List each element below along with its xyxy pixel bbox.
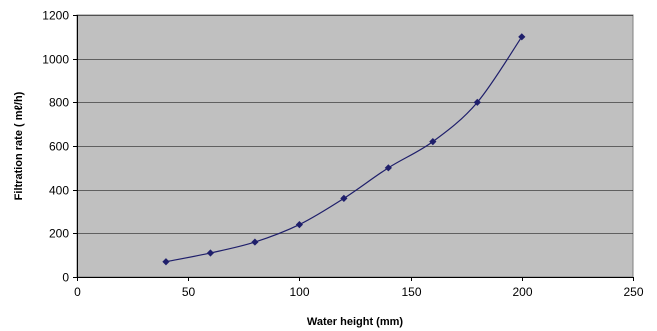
data-point-marker-1 [206,249,215,257]
data-point-marker-6 [429,138,437,146]
x-tick-label: 250 [623,285,643,299]
grid-lines [77,15,633,278]
data-markers [162,33,526,266]
y-tick-label: 1200 [42,9,69,23]
y-tick-label: 200 [49,227,69,241]
data-point-marker-5 [384,164,392,172]
x-axis-ticks: 0 50 100 150 200 250 [74,277,644,299]
y-tick-label: 600 [49,140,69,154]
data-point-marker-8 [518,33,526,41]
x-tick-label: 100 [289,285,309,299]
plot-area [76,14,634,278]
y-tick-label: 800 [49,96,69,110]
data-point-marker-7 [473,98,481,106]
y-axis-title: Filtration rate ( mℓ/h) [13,91,25,200]
data-point-marker-4 [340,194,348,202]
x-axis-title: Water height (mm) [307,316,403,328]
data-point-marker-2 [251,238,259,246]
x-tick-label: 0 [74,285,81,299]
x-tick-label: 200 [512,285,532,299]
y-tick-label: 0 [62,271,69,285]
data-point-marker-0 [162,258,170,266]
x-tick-label: 150 [401,285,421,299]
data-point-marker-3 [295,221,303,229]
y-tick-label: 400 [49,184,69,198]
x-tick-label: 50 [182,285,196,299]
y-tick-label: 1000 [42,53,69,67]
y-axis-ticks: 0 200 400 600 800 1000 1200 [42,9,77,285]
